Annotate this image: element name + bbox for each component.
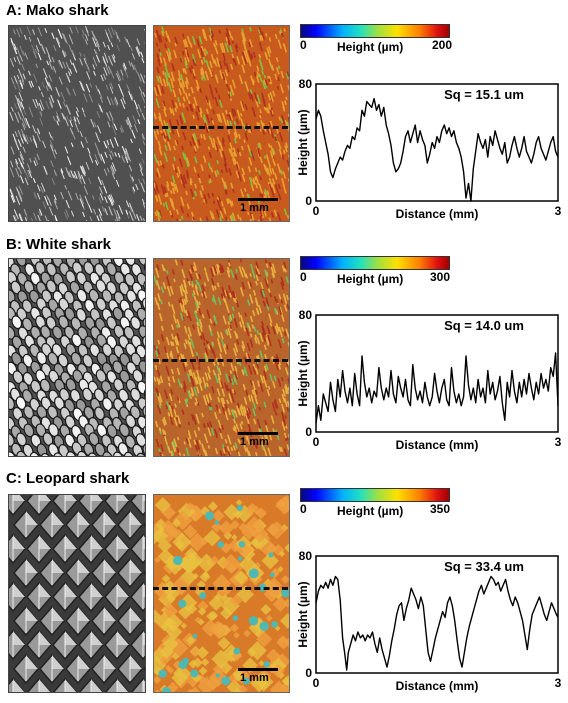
sq-annotation: Sq = 33.4 um	[444, 559, 524, 574]
panel-c: C: Leopard shark 1 mm 0 350 Height (µm)	[0, 464, 568, 703]
sem-image	[8, 258, 146, 457]
scale-bar-label: 1 mm	[240, 436, 269, 448]
y-axis-label: Height (µm)	[296, 109, 310, 175]
colorbar-label: Height (µm)	[337, 504, 404, 518]
colorbar-max: 300	[430, 270, 451, 284]
colorbar-min: 0	[300, 38, 307, 52]
panel-title: B: White shark	[6, 236, 112, 253]
y-tick-label: 0	[305, 666, 312, 680]
profile-series-line	[315, 97, 559, 202]
height-map-image	[153, 258, 290, 457]
profile-line	[153, 359, 288, 362]
panel-title: C: Leopard shark	[6, 470, 130, 487]
colorbar-min: 0	[300, 270, 307, 284]
sq-annotation: Sq = 15.1 um	[444, 87, 524, 102]
sem-image	[8, 25, 146, 222]
x-axis-label: Distance (mm)	[396, 679, 479, 693]
profile-line	[153, 126, 288, 129]
panel-b: B: White shark 1 mm 0 300 Height (µm)	[0, 232, 568, 464]
scale-bar-label: 1 mm	[240, 672, 269, 684]
colorbar-min: 0	[300, 502, 307, 516]
plot-frame	[315, 314, 559, 433]
plot-frame	[315, 83, 559, 202]
scale-bar-label: 1 mm	[240, 202, 269, 214]
profile-line	[153, 587, 288, 590]
colorbar	[300, 488, 450, 502]
x-axis-label: Distance (mm)	[396, 207, 479, 221]
y-tick-label: 0	[305, 425, 312, 439]
x-tick-label: 0	[313, 676, 320, 690]
y-axis-label: Height (µm)	[296, 340, 310, 406]
profile-series-line	[315, 575, 559, 671]
colorbar	[300, 256, 450, 270]
x-tick-label: 3	[555, 204, 562, 218]
plot-frame	[315, 555, 559, 674]
x-axis-label: Distance (mm)	[396, 438, 479, 452]
height-map-image	[153, 25, 290, 222]
sem-image	[8, 494, 146, 693]
panel-title: A: Mako shark	[6, 2, 109, 19]
colorbar-max: 200	[432, 38, 453, 52]
x-tick-label: 3	[555, 435, 562, 449]
colorbar	[300, 24, 450, 38]
colorbar-label: Height (µm)	[337, 272, 404, 286]
y-tick-label: 80	[299, 308, 313, 322]
colorbar-max: 350	[430, 502, 451, 516]
colorbar-label: Height (µm)	[337, 40, 404, 54]
x-tick-label: 0	[313, 435, 320, 449]
x-tick-label: 3	[555, 676, 562, 690]
scale-bar	[238, 668, 278, 671]
scale-bar	[238, 432, 278, 435]
y-axis-label: Height (µm)	[296, 581, 310, 647]
y-tick-label: 0	[305, 194, 312, 208]
panel-a: A: Mako shark 1 mm 0 200 Height (µm)	[0, 0, 568, 232]
y-tick-label: 80	[299, 549, 313, 563]
x-tick-label: 0	[313, 204, 320, 218]
scale-bar	[238, 198, 278, 201]
sq-annotation: Sq = 14.0 um	[444, 318, 524, 333]
y-tick-label: 80	[299, 77, 313, 91]
profile-series-line	[315, 352, 559, 424]
